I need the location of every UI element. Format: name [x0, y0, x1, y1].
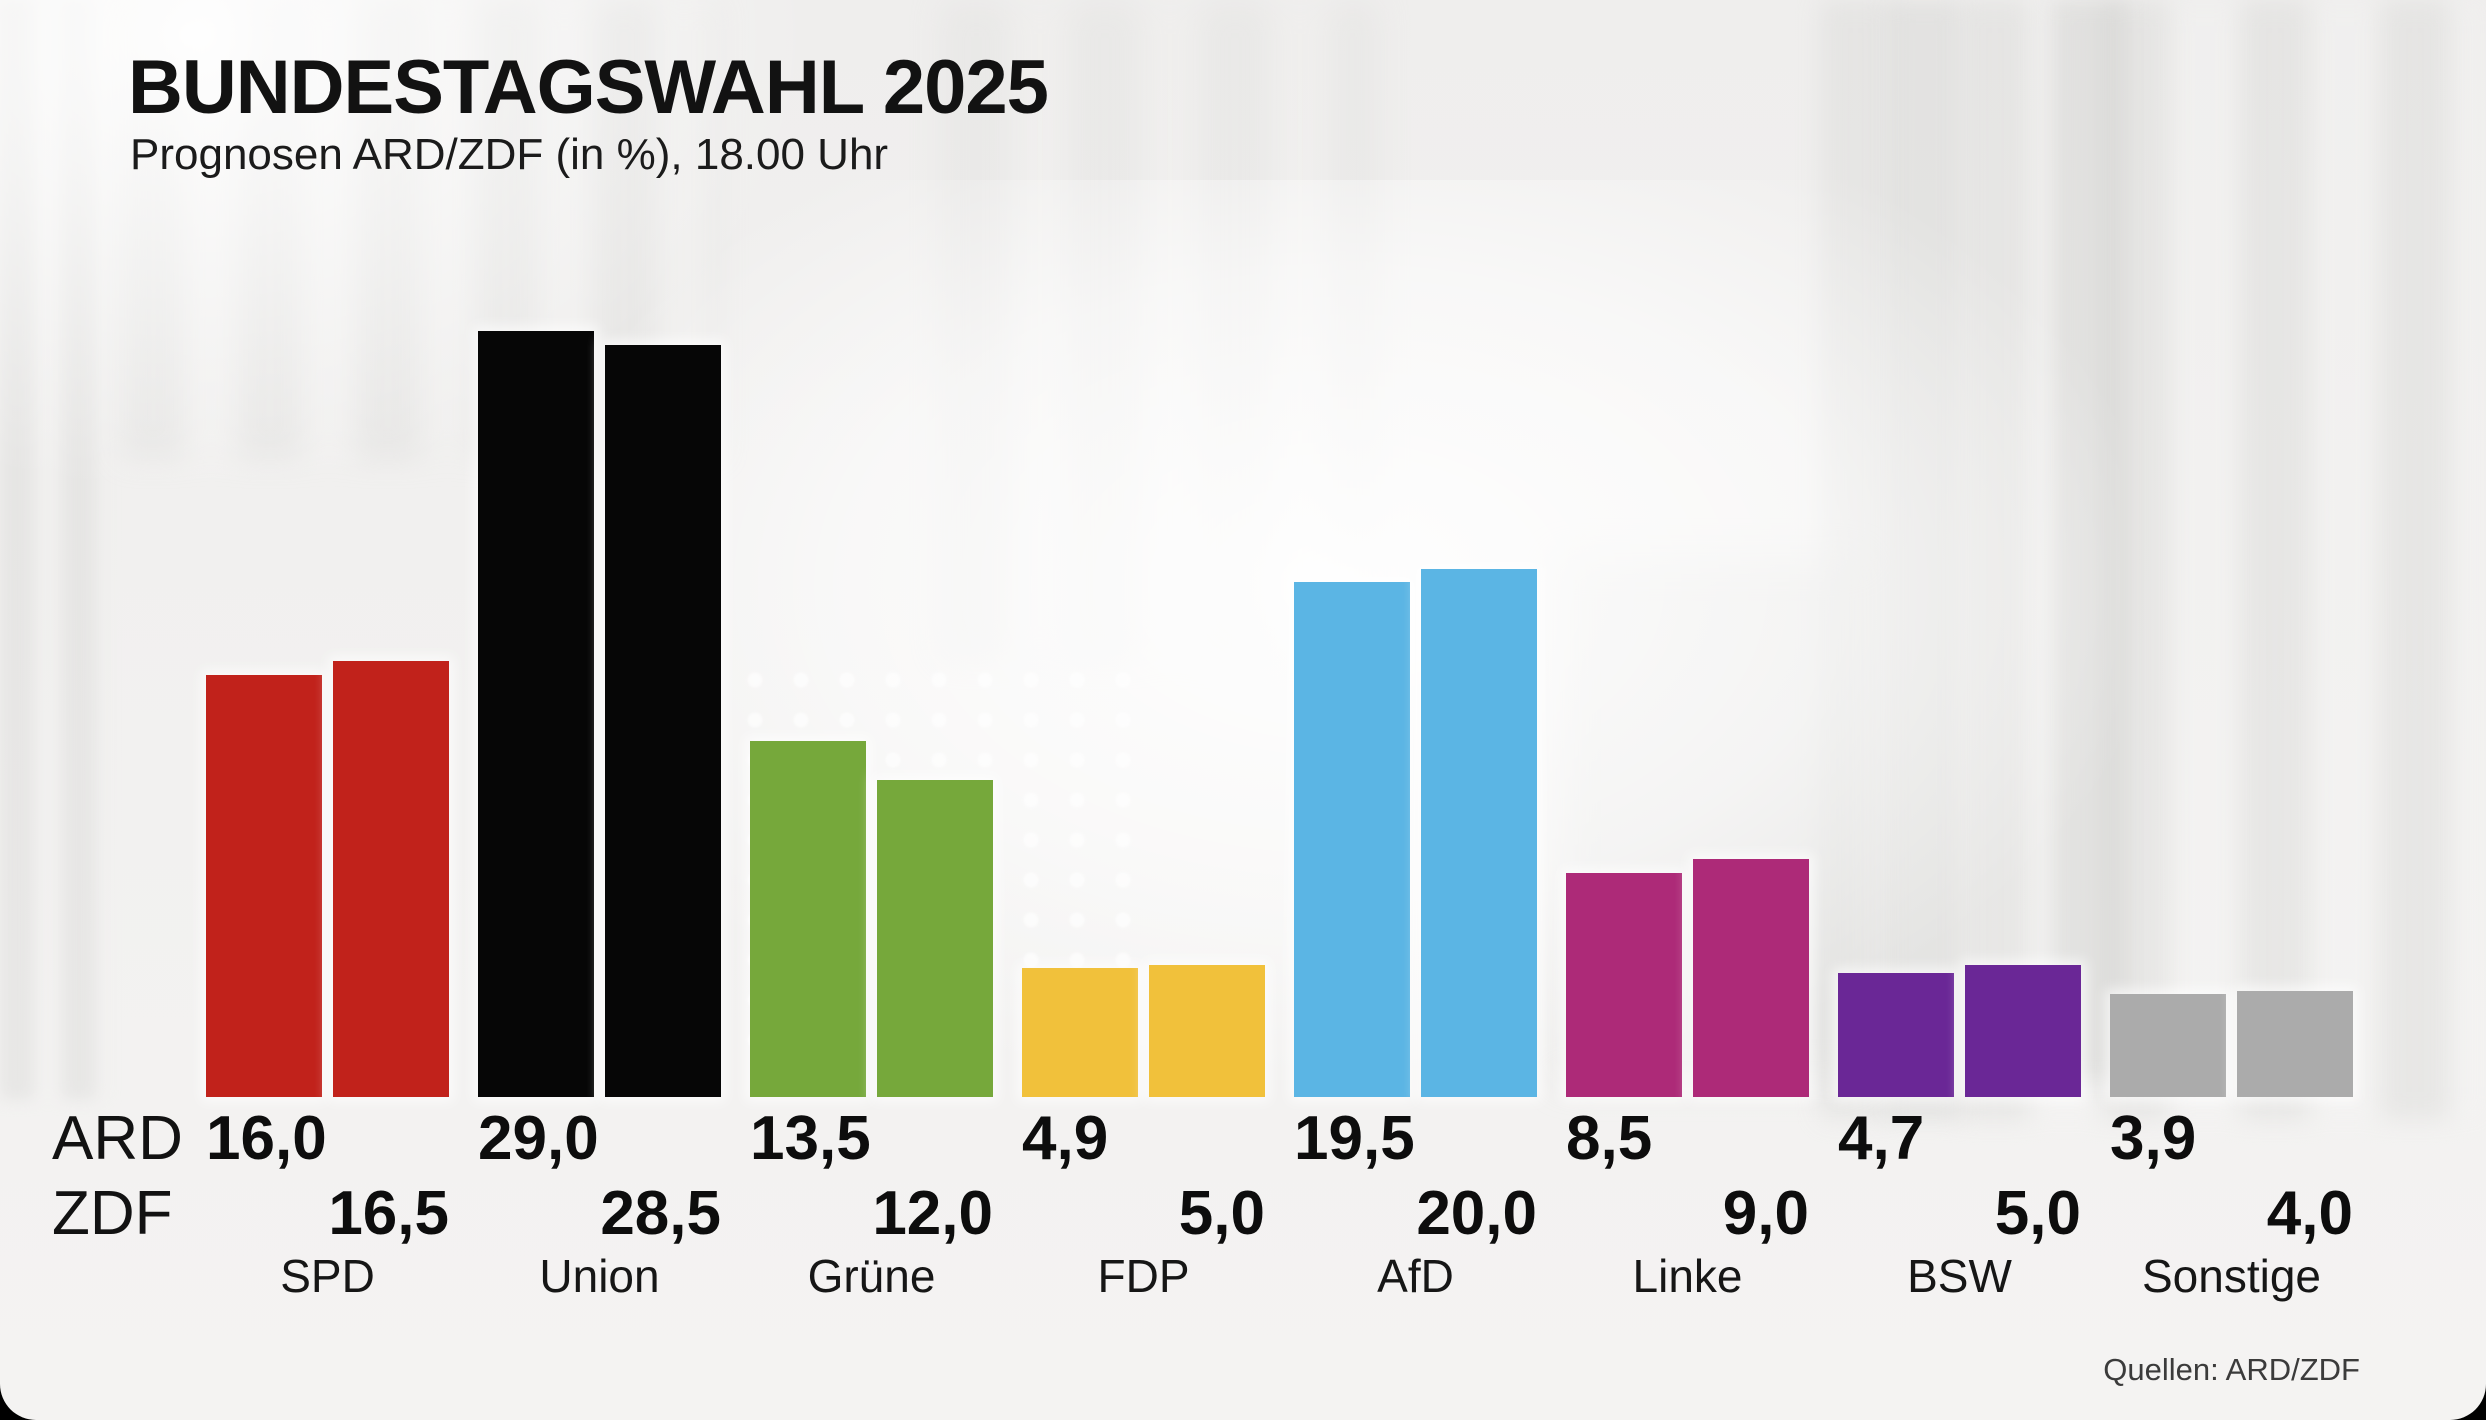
- bar-sonstige-ard: [2110, 994, 2226, 1097]
- bar-group-sonstige: [2110, 991, 2353, 1097]
- bar-group-bsw: [1838, 965, 2081, 1097]
- row-label-zdf: ZDF: [52, 1179, 173, 1248]
- bar-group-afd: [1294, 569, 1537, 1097]
- bar-linke-ard: [1566, 873, 1682, 1097]
- category-label-linke: Linke: [1632, 1250, 1743, 1302]
- value-ard-afd: 19,5: [1294, 1104, 1415, 1173]
- category-label-bsw: BSW: [1907, 1250, 2012, 1302]
- category-label-gr-ne: Grüne: [807, 1250, 936, 1302]
- bar-union-zdf: [605, 345, 721, 1097]
- value-zdf-union: 28,5: [600, 1179, 721, 1248]
- bar-fdp-zdf: [1149, 965, 1265, 1097]
- value-ard-gr-ne: 13,5: [750, 1104, 871, 1173]
- value-ard-bsw: 4,7: [1838, 1104, 1925, 1173]
- category-label-fdp: FDP: [1097, 1250, 1190, 1302]
- value-ard-spd: 16,0: [206, 1104, 327, 1173]
- value-ard-fdp: 4,9: [1022, 1104, 1109, 1173]
- value-ard-linke: 8,5: [1566, 1104, 1653, 1173]
- value-ard-union: 29,0: [478, 1104, 599, 1173]
- category-label-spd: SPD: [280, 1250, 375, 1302]
- value-zdf-linke: 9,0: [1722, 1179, 1809, 1248]
- bar-afd-ard: [1294, 582, 1410, 1097]
- row-label-ard: ARD: [52, 1104, 183, 1173]
- bar-afd-zdf: [1421, 569, 1537, 1097]
- bar-gr-ne-ard: [750, 741, 866, 1097]
- value-zdf-afd: 20,0: [1416, 1179, 1537, 1248]
- bar-gr-ne-zdf: [877, 780, 993, 1097]
- page-title: BUNDESTAGSWAHL 2025: [128, 45, 1049, 130]
- value-zdf-bsw: 5,0: [1994, 1179, 2081, 1248]
- source-note: Quellen: ARD/ZDF: [2103, 1352, 2360, 1387]
- category-label-union: Union: [539, 1250, 660, 1302]
- bar-group-linke: [1566, 859, 1809, 1097]
- bar-group-gr-ne: [750, 741, 993, 1097]
- bar-sonstige-zdf: [2237, 991, 2353, 1097]
- bar-group-fdp: [1022, 965, 1265, 1097]
- value-zdf-spd: 16,5: [328, 1179, 449, 1248]
- value-zdf-fdp: 5,0: [1178, 1179, 1265, 1248]
- bar-spd-zdf: [333, 661, 449, 1097]
- bar-group-union: [478, 331, 721, 1097]
- bar-bsw-ard: [1838, 973, 1954, 1097]
- value-zdf-sonstige: 4,0: [2266, 1179, 2353, 1248]
- page-subtitle: Prognosen ARD/ZDF (in %), 18.00 Uhr: [130, 130, 889, 179]
- bar-bsw-zdf: [1965, 965, 2081, 1097]
- bar-union-ard: [478, 331, 594, 1097]
- value-ard-sonstige: 3,9: [2110, 1104, 2197, 1173]
- value-zdf-gr-ne: 12,0: [872, 1179, 993, 1248]
- bar-group-spd: [206, 661, 449, 1097]
- category-label-afd: AfD: [1377, 1250, 1454, 1302]
- bar-spd-ard: [206, 675, 322, 1097]
- bar-linke-zdf: [1693, 859, 1809, 1097]
- category-label-sonstige: Sonstige: [2141, 1250, 2321, 1302]
- bar-fdp-ard: [1022, 968, 1138, 1097]
